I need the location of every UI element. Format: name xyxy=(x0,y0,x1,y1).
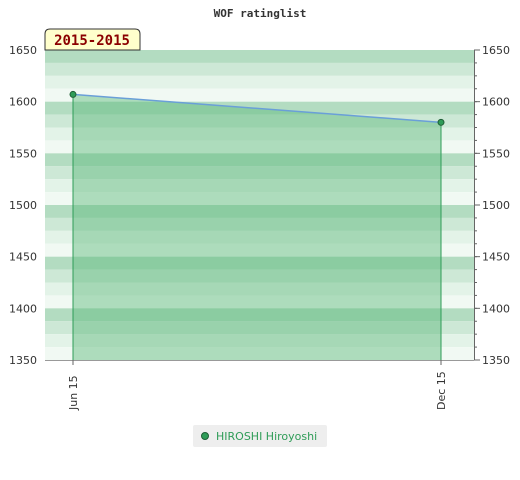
y-axis-left: 1350 1400 1450 1500 1550 1600 1650 xyxy=(9,44,474,367)
plot-band xyxy=(45,334,474,348)
plot-band xyxy=(45,308,474,322)
period-badge: 2015-2015 xyxy=(44,28,141,51)
y-tick-label-left: 1650 xyxy=(9,44,37,57)
y-tick-label-left: 1600 xyxy=(9,96,37,109)
y-tick-label-right: 1650 xyxy=(482,44,510,57)
y-axis-right: 1350 1400 1450 1500 1550 1600 1650 xyxy=(474,44,510,367)
plot-band xyxy=(45,127,474,141)
plot-band xyxy=(45,140,474,154)
y-tick-label-right: 1500 xyxy=(482,199,510,212)
plot-band xyxy=(45,217,474,231)
legend-marker-icon xyxy=(201,432,209,440)
plot-band xyxy=(45,230,474,244)
y-tick-label-right: 1550 xyxy=(482,147,510,160)
plot-band xyxy=(45,256,474,270)
x-tick-label: Jun 15 xyxy=(67,375,80,411)
y-tick-label-left: 1350 xyxy=(9,354,37,367)
period-badge-text: 2015-2015 xyxy=(54,33,130,49)
plot-band xyxy=(45,243,474,257)
plot-band xyxy=(45,50,474,63)
plot-band xyxy=(45,166,474,180)
plot-band xyxy=(45,153,474,167)
chart-title: WOF ratinglist xyxy=(214,7,307,20)
plot-background-bands xyxy=(45,50,474,360)
y-tick-label-left: 1450 xyxy=(9,251,37,264)
series-area-fill xyxy=(73,94,441,360)
y-tick-label-right: 1350 xyxy=(482,354,510,367)
plot-band xyxy=(45,295,474,309)
plot-band xyxy=(45,192,474,205)
legend[interactable]: HIROSHI Hiroyoshi xyxy=(193,425,327,447)
y-tick-label-left: 1550 xyxy=(9,147,37,160)
y-tick-label-left: 1500 xyxy=(9,199,37,212)
data-point-2 xyxy=(437,118,445,126)
plot-band xyxy=(45,62,474,76)
series-area xyxy=(69,90,445,360)
plot-band xyxy=(45,282,474,296)
plot-band xyxy=(45,205,474,218)
legend-label: HIROSHI Hiroyoshi xyxy=(216,429,318,443)
y-tick-label-right: 1400 xyxy=(482,302,510,315)
plot-band xyxy=(45,347,474,360)
y-tick-label-left: 1400 xyxy=(9,302,37,315)
plot-band xyxy=(45,179,474,193)
plot-band xyxy=(45,269,474,283)
y-tick-label-right: 1450 xyxy=(482,251,510,264)
plot-band xyxy=(45,114,474,128)
plot-band xyxy=(45,88,474,102)
plot-band xyxy=(45,75,474,89)
data-point-1 xyxy=(69,90,77,98)
y-tick-label-right: 1600 xyxy=(482,96,510,109)
plot-band xyxy=(45,321,474,335)
series-line xyxy=(72,93,442,124)
x-tick-label: Dec 15 xyxy=(435,371,448,410)
x-axis: Jun 15 Dec 15 xyxy=(67,360,448,411)
